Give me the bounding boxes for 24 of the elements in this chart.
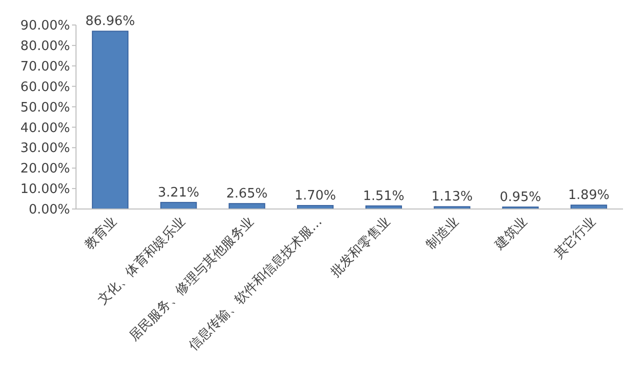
x-tick-label: 其它行业 bbox=[550, 214, 599, 262]
data-label: 86.96% bbox=[85, 14, 135, 30]
x-tick-label: 批发和零售业 bbox=[328, 214, 394, 280]
y-tick-label: 40.00% bbox=[20, 120, 70, 136]
y-tick-label: 0.00% bbox=[28, 202, 70, 218]
y-tick-label: 30.00% bbox=[20, 141, 70, 156]
x-tick-label: 制造业 bbox=[424, 214, 462, 253]
y-tick-label: 80.00% bbox=[20, 38, 70, 54]
y-tick-label: 50.00% bbox=[20, 100, 70, 116]
data-label: 1.13% bbox=[431, 190, 473, 205]
x-tick-label: 教育业 bbox=[81, 214, 120, 253]
data-label: 2.65% bbox=[226, 186, 268, 202]
x-tick-label: 建筑业 bbox=[492, 214, 530, 254]
data-label: 0.95% bbox=[500, 190, 542, 206]
data-label: 1.70% bbox=[294, 188, 336, 204]
data-label: 3.21% bbox=[158, 185, 200, 200]
data-label: 1.89% bbox=[568, 188, 610, 204]
y-tick-label: 70.00% bbox=[20, 59, 70, 74]
bar bbox=[92, 30, 128, 210]
y-tick-label: 60.00% bbox=[20, 80, 70, 95]
y-tick-label: 10.00% bbox=[20, 182, 70, 198]
y-tick-label: 90.00% bbox=[20, 18, 70, 34]
y-tick-label: 20.00% bbox=[20, 162, 70, 177]
data-label: 1.51% bbox=[363, 188, 404, 204]
